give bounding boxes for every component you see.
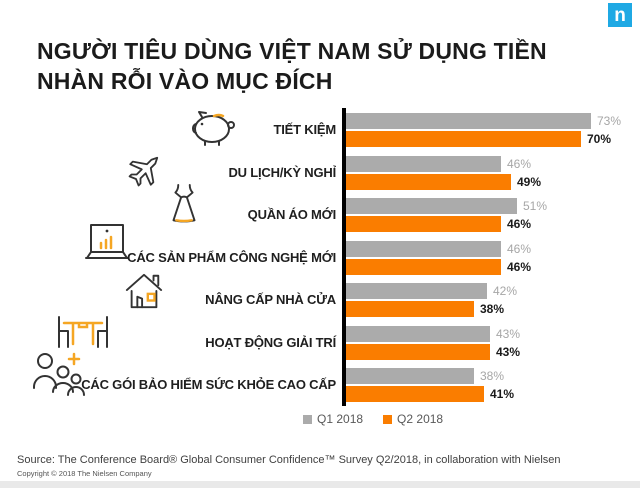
bottom-strip — [0, 481, 640, 488]
bar-q2 — [346, 386, 484, 402]
chart-axis-line — [342, 108, 346, 406]
bar-q2 — [346, 216, 501, 232]
piggy-bank-icon — [188, 108, 240, 148]
monitor-chart-icon — [84, 223, 130, 263]
bar-q2 — [346, 301, 474, 317]
bar-q2 — [346, 259, 501, 275]
value-label-q2: 70% — [587, 132, 612, 146]
legend-swatch-q1 — [303, 414, 312, 424]
bar-q1 — [346, 283, 487, 299]
nielsen-logo-letter: n — [614, 4, 626, 26]
category-label: CÁC SẢN PHẨM CÔNG NGHỆ MỚI — [127, 250, 336, 265]
category-label: NÂNG CẤP NHÀ CỬA — [205, 292, 336, 307]
legend-label-q2: Q2 2018 — [397, 412, 444, 426]
family-plus-icon — [32, 349, 86, 397]
bar-q1 — [346, 368, 474, 384]
value-label-q2: 46% — [507, 217, 532, 231]
value-label-q2: 49% — [517, 175, 542, 189]
legend-label-q1: Q1 2018 — [317, 412, 364, 426]
category-label: HOẠT ĐỘNG GIẢI TRÍ — [205, 335, 336, 350]
value-label-q1: 46% — [507, 242, 532, 256]
source-text: Source: The Conference Board® Global Con… — [17, 454, 561, 466]
house-icon — [124, 271, 164, 311]
legend-swatch-q2 — [383, 414, 393, 424]
category-label: QUẦN ÁO MỚI — [247, 207, 337, 222]
nielsen-logo: n — [608, 3, 632, 27]
value-label-q1: 38% — [480, 369, 505, 383]
legend-item-q2: Q2 2018 — [383, 412, 443, 426]
value-label-q1: 46% — [507, 157, 532, 171]
value-label-q2: 46% — [507, 260, 532, 274]
bar-q1 — [346, 326, 490, 342]
dress-icon — [166, 183, 202, 227]
bar-q1 — [346, 241, 501, 257]
bar-q2 — [346, 344, 490, 360]
value-label-q2: 38% — [480, 302, 505, 316]
airplane-icon — [124, 150, 166, 190]
value-label-q2: 43% — [496, 345, 521, 359]
legend-item-q1: Q1 2018 — [303, 412, 363, 426]
value-label-q1: 43% — [496, 327, 521, 341]
bar-q1 — [346, 113, 591, 129]
value-label-q2: 41% — [490, 387, 515, 401]
value-label-q1: 51% — [523, 199, 548, 213]
category-label: DU LỊCH/KỲ NGHỈ — [228, 165, 336, 180]
chart-area: TIẾT KIỆM 73% 70% DU LỊCH/KỲ NGHỈ 46% 49… — [0, 105, 640, 407]
value-label-q1: 73% — [597, 114, 622, 128]
value-label-q1: 42% — [493, 284, 518, 298]
table-chairs-icon — [52, 315, 114, 352]
bar-q1 — [346, 156, 501, 172]
category-label: CÁC GÓI BẢO HIỂM SỨC KHỎE CAO CẤP — [81, 377, 336, 392]
bar-q2 — [346, 131, 581, 147]
bar-q2 — [346, 174, 511, 190]
copyright-text: Copyright © 2018 The Nielsen Company — [17, 469, 152, 478]
category-label: TIẾT KIỆM — [273, 122, 337, 137]
bar-q1 — [346, 198, 517, 214]
page-title: NGƯỜI TIÊU DÙNG VIỆT NAM SỬ DỤNG TIỀN NH… — [37, 38, 547, 94]
legend: Q1 2018 Q2 2018 — [303, 412, 443, 426]
